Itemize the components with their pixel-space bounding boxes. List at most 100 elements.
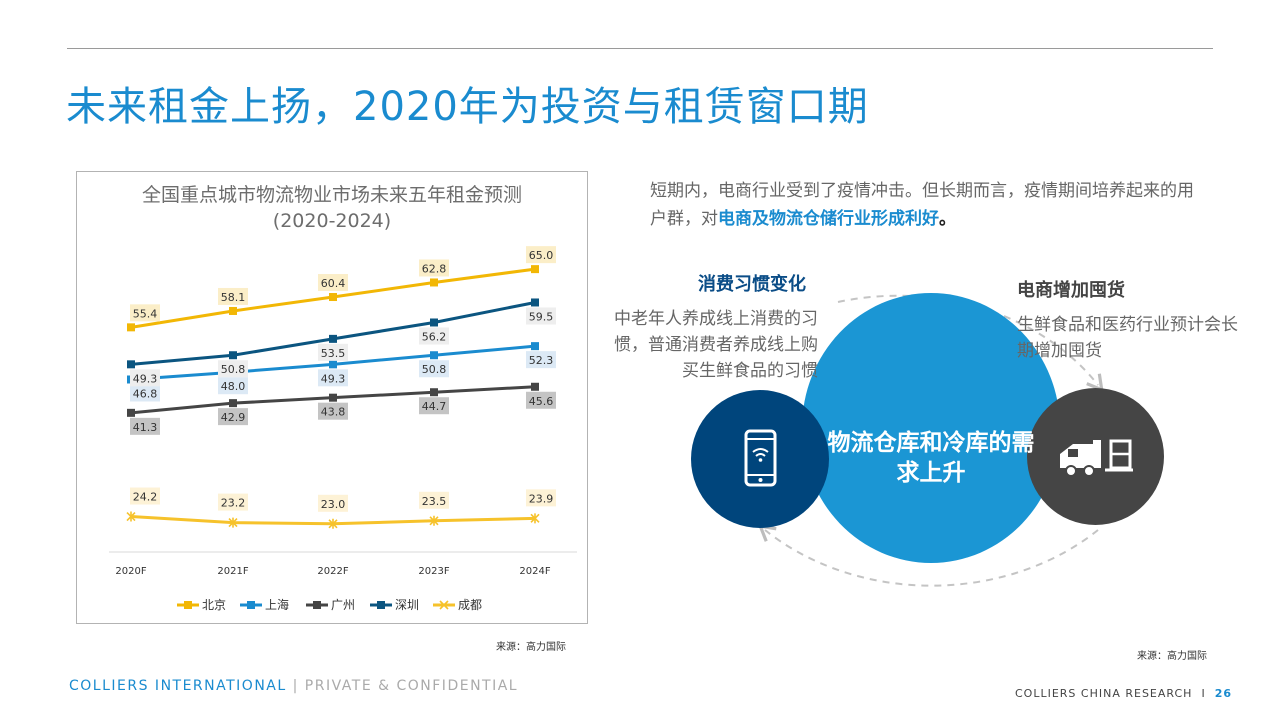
data-point bbox=[531, 265, 539, 274]
data-label: 23.2 bbox=[221, 497, 246, 510]
data-label-box bbox=[130, 417, 160, 435]
demand-circle bbox=[802, 293, 1060, 563]
intro-tail: 。 bbox=[939, 209, 956, 229]
chart-title-main: 全国重点城市物流物业市场未来五年租金预测 bbox=[141, 184, 522, 206]
intro-paragraph: 短期内，电商行业受到了疫情冲击。但长期而言，疫情期间培养起来的用户群，对电商及物… bbox=[650, 177, 1210, 233]
data-label: 65.0 bbox=[529, 249, 554, 262]
legend-label: 成都 bbox=[458, 598, 482, 612]
page-number: 26 bbox=[1214, 687, 1233, 700]
data-label-box bbox=[218, 287, 248, 305]
rent-forecast-chart: 2020F 2021F 2022F 2023F 2024F 55.4 58.1 60.4 62.… bbox=[76, 171, 588, 624]
intro-highlight: 电商及物流仓储行业形成利好 bbox=[718, 209, 939, 229]
footer-research-label: COLLIERS CHINA RESEARCH bbox=[1015, 687, 1193, 700]
data-label: 42.9 bbox=[221, 411, 246, 424]
legend-marker bbox=[313, 601, 321, 609]
data-label: 23.0 bbox=[321, 498, 346, 511]
data-point bbox=[430, 278, 438, 287]
data-label: 59.5 bbox=[529, 310, 554, 323]
data-label: 24.2 bbox=[133, 491, 158, 504]
data-label-box bbox=[130, 304, 160, 322]
legend-marker bbox=[439, 600, 449, 610]
intro-text: 短期内，电商行业受到了疫情冲击。但长期而言，疫情期间培养起来的用户群，对 bbox=[650, 181, 1194, 229]
data-label: 43.8 bbox=[321, 406, 346, 419]
data-point bbox=[329, 360, 337, 369]
data-label: 23.5 bbox=[422, 495, 447, 508]
chart-plot: 2020F 2021F 2022F 2023F 2024F 55.4 58.1 60.4 62.… bbox=[109, 246, 577, 612]
legend-marker bbox=[377, 601, 385, 609]
data-label-box bbox=[419, 327, 449, 345]
data-label-box bbox=[130, 369, 160, 387]
consumer-habit-text: 中老年人养成线上消费的习惯，普通消费者养成线上购买生鲜食品的习惯 bbox=[614, 309, 818, 381]
data-label-box bbox=[130, 487, 160, 505]
data-label-box bbox=[419, 360, 449, 378]
consumer-habit-circle bbox=[691, 390, 829, 528]
data-label-box bbox=[218, 408, 248, 426]
data-point bbox=[228, 517, 238, 528]
data-label-box bbox=[526, 307, 556, 325]
x-tick-label: 2021F bbox=[217, 566, 248, 577]
data-label: 53.5 bbox=[321, 347, 346, 360]
footer-confidential: | PRIVATE & CONFIDENTIAL bbox=[286, 678, 519, 694]
legend-label: 广州 bbox=[331, 598, 355, 612]
chart-source: 来源：高力国际 bbox=[496, 642, 566, 653]
data-label-box bbox=[218, 493, 248, 511]
data-label-box bbox=[130, 384, 160, 402]
x-tick-label: 2023F bbox=[418, 566, 449, 577]
data-label: 60.4 bbox=[321, 277, 346, 290]
data-label: 45.6 bbox=[529, 395, 554, 408]
data-point bbox=[430, 388, 438, 397]
data-point bbox=[328, 518, 338, 529]
data-point bbox=[229, 399, 237, 408]
data-point bbox=[329, 334, 337, 343]
data-label-box bbox=[419, 397, 449, 415]
data-label-box bbox=[526, 351, 556, 369]
data-label-box bbox=[318, 274, 348, 292]
stockpile-label: 电商增加囤货 bbox=[1017, 280, 1125, 301]
data-label-box bbox=[318, 494, 348, 512]
data-label: 52.3 bbox=[529, 354, 554, 367]
legend-label: 上海 bbox=[265, 597, 289, 612]
x-tick-label: 2020F bbox=[115, 566, 146, 577]
data-point bbox=[329, 393, 337, 402]
footer-brand: COLLIERS INTERNATIONAL | PRIVATE & CONFI… bbox=[69, 678, 518, 694]
data-point bbox=[531, 382, 539, 391]
data-point bbox=[229, 306, 237, 315]
legend-marker bbox=[247, 601, 255, 609]
data-point bbox=[127, 408, 135, 417]
data-label: 44.7 bbox=[422, 400, 447, 413]
chart-title-years: (2020-2024) bbox=[272, 210, 392, 232]
data-point bbox=[430, 351, 438, 360]
legend-label: 北京 bbox=[202, 598, 226, 612]
data-label: 55.4 bbox=[133, 307, 158, 320]
demand-text: 物流仓库和冷库的需求上升 bbox=[827, 430, 1035, 486]
x-tick-label: 2022F bbox=[317, 566, 348, 577]
data-label-box bbox=[419, 491, 449, 509]
footer-research: COLLIERS CHINA RESEARCH I 26 bbox=[1015, 687, 1232, 700]
delivery-truck-icon bbox=[1060, 439, 1133, 477]
data-point bbox=[329, 293, 337, 302]
data-point bbox=[229, 351, 237, 360]
footer-company: COLLIERS INTERNATIONAL bbox=[69, 678, 287, 694]
smartphone-wifi-icon bbox=[744, 429, 777, 487]
data-point bbox=[430, 318, 438, 327]
data-label: 50.8 bbox=[221, 363, 246, 376]
data-label-box bbox=[218, 360, 248, 378]
data-label-box bbox=[419, 259, 449, 277]
data-point bbox=[126, 511, 136, 522]
consumer-habit-label: 消费习惯变化 bbox=[698, 274, 806, 295]
legend-marker bbox=[184, 601, 192, 609]
data-label-box bbox=[318, 402, 348, 420]
data-label: 58.1 bbox=[221, 291, 246, 304]
data-label-box bbox=[526, 246, 556, 264]
data-label: 49.3 bbox=[321, 372, 346, 385]
data-label-box bbox=[526, 489, 556, 507]
data-label-box bbox=[526, 391, 556, 409]
data-label-box bbox=[218, 377, 248, 395]
footer-separator: I bbox=[1201, 687, 1206, 700]
data-label: 50.8 bbox=[422, 363, 447, 376]
data-point bbox=[530, 513, 540, 524]
data-point bbox=[127, 323, 135, 332]
x-tick-label: 2024F bbox=[519, 566, 550, 577]
data-point bbox=[429, 515, 439, 526]
data-label-box bbox=[318, 369, 348, 387]
